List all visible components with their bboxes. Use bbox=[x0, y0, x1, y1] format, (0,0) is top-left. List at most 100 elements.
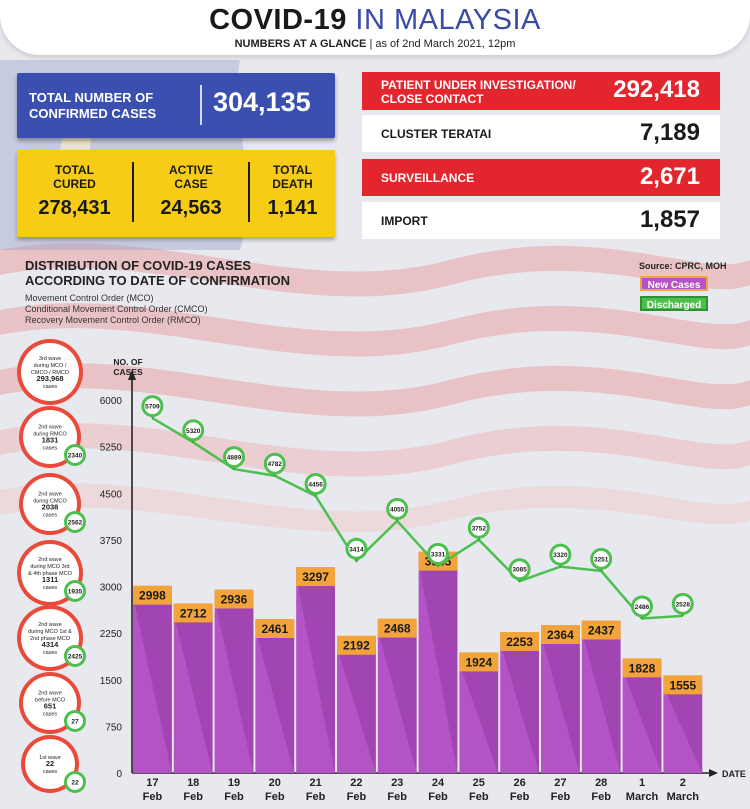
x-tick-label: 18 bbox=[187, 777, 199, 789]
legend-new-cases: New Cases bbox=[640, 276, 708, 291]
wave-text: 1st wave bbox=[39, 755, 61, 761]
bar-value-label: 2461 bbox=[261, 622, 288, 636]
active-label-line-1: ACTIVE bbox=[168, 163, 213, 177]
y-axis-label: NO. OF bbox=[113, 357, 142, 367]
bar-shade bbox=[500, 642, 539, 773]
pui-close-contact-row: PATIENT UNDER INVESTIGATION/ CLOSE CONTA… bbox=[362, 72, 720, 110]
wave-bubble bbox=[21, 544, 79, 602]
total-confirmed-label-line-2: CONFIRMED CASES bbox=[29, 106, 157, 121]
wave-badge bbox=[67, 648, 83, 664]
active-label: ACTIVE CASE bbox=[134, 163, 248, 191]
discharged-value-label: 5320 bbox=[186, 428, 201, 435]
rmco-note: Recovery Movement Control Order (RMCO) bbox=[25, 315, 201, 325]
discharged-marker-inner bbox=[266, 455, 283, 472]
wave-text: during MCO 3rd bbox=[30, 564, 69, 570]
cluster-value: 7,189 bbox=[639, 119, 700, 146]
x-tick-label: 1 bbox=[639, 777, 645, 789]
discharged-marker-inner bbox=[593, 550, 610, 567]
title-main: COVID-19 bbox=[209, 4, 347, 36]
surveillance-label: SURVEILLANCE bbox=[381, 171, 475, 185]
wave-badge bbox=[67, 514, 83, 530]
wave-text: cases bbox=[43, 650, 58, 656]
x-tick-label: 19 bbox=[228, 777, 240, 789]
discharged-value-label: 3251 bbox=[594, 556, 609, 563]
discharged-marker-inner bbox=[511, 561, 528, 578]
wave-badge-label: 27 bbox=[71, 719, 79, 726]
title-accent: IN MALAYSIA bbox=[355, 4, 541, 36]
discharged-marker-inner bbox=[348, 540, 365, 557]
bar-value-label: 1924 bbox=[465, 655, 492, 669]
source-note: Source: CPRC, MOH bbox=[639, 261, 727, 271]
mco-note: Movement Control Order (MCO) bbox=[25, 293, 154, 303]
bar-value-label: 2364 bbox=[547, 628, 574, 642]
bar-shade bbox=[133, 596, 172, 773]
wave-bubble bbox=[21, 343, 79, 401]
x-tick-label: 26 bbox=[513, 777, 525, 789]
x-tick-label: 21 bbox=[309, 777, 321, 789]
line-series: 5709 5320 4889 4782 4456 3414 4055 3331 3752 3085… bbox=[141, 395, 694, 620]
discharged-marker-inner bbox=[674, 595, 691, 612]
discharged-value-label: 3331 bbox=[431, 551, 446, 558]
discharged-marker-inner bbox=[307, 475, 324, 492]
bar-shade bbox=[581, 631, 621, 773]
wave-text: 2nd wave bbox=[38, 557, 62, 563]
divider bbox=[132, 162, 134, 222]
wave-text: 2nd wave bbox=[38, 622, 62, 628]
subtitle-bold: NUMBERS AT A GLANCE bbox=[234, 38, 367, 50]
x-tick-label: Feb bbox=[591, 791, 611, 803]
y-tick-label: 3000 bbox=[100, 583, 123, 594]
wave-bubble bbox=[23, 410, 77, 464]
x-tick-label: March bbox=[626, 791, 659, 803]
wave-badge-label: 22 bbox=[71, 780, 79, 787]
cured-label-line-1: TOTAL bbox=[55, 163, 94, 177]
discharged-marker-inner bbox=[470, 519, 487, 536]
x-tick-label: 2 bbox=[680, 777, 686, 789]
wave-text: during CMCO bbox=[33, 499, 67, 505]
x-tick-label: Feb bbox=[183, 791, 203, 803]
x-tick-label: Feb bbox=[510, 791, 530, 803]
bar-value-label: 2468 bbox=[384, 622, 411, 636]
distribution-title-line-1: DISTRIBUTION OF COVID-19 CASES bbox=[25, 258, 252, 273]
wave-badge-label: 1935 bbox=[68, 589, 83, 596]
page-title: COVID-19 IN MALAYSIA bbox=[0, 4, 750, 37]
wave-text: 1311 bbox=[42, 575, 58, 584]
discharged-marker-inner bbox=[552, 546, 569, 563]
discharged-marker-inner bbox=[185, 422, 202, 439]
cmco-note: Conditional Movement Control Order (CMCO… bbox=[25, 304, 208, 314]
bar-series: 2998271229362461329721922468354519242253… bbox=[133, 551, 703, 773]
bar-label-box bbox=[296, 567, 335, 587]
wave-text: 651 bbox=[44, 702, 57, 711]
wave-badge bbox=[67, 447, 83, 463]
bar-shade bbox=[377, 629, 417, 773]
bar-value-label: 1828 bbox=[629, 661, 656, 675]
surveillance-row: SURVEILLANCE 2,671 bbox=[362, 159, 720, 196]
wave-text: cases bbox=[43, 513, 58, 519]
wave-badge bbox=[67, 774, 83, 790]
wave-text: 2nd wave bbox=[38, 425, 62, 431]
wave-text: 1831 bbox=[42, 436, 59, 445]
bar-value-label: 2998 bbox=[139, 589, 166, 603]
bar-shade bbox=[173, 614, 213, 773]
wave-badge-label: 2425 bbox=[68, 654, 83, 661]
bar-value-label: 2437 bbox=[588, 623, 615, 637]
header-bar: COVID-19 IN MALAYSIA NUMBERS AT A GLANCE… bbox=[0, 0, 750, 55]
discharged-value-label: 3320 bbox=[553, 552, 568, 559]
discharged-marker-inner bbox=[634, 598, 650, 615]
wave-text: 3rd wave bbox=[39, 356, 61, 362]
active-value: 24,563 bbox=[160, 197, 222, 219]
discharged-value-label: 5709 bbox=[145, 404, 160, 411]
wave-badge bbox=[67, 713, 83, 729]
death-label-line-1: TOTAL bbox=[273, 163, 312, 177]
discharged-value-label: 3752 bbox=[472, 525, 487, 532]
legend-discharged: Discharged bbox=[640, 296, 708, 311]
wave-text: & 4th phase MCO bbox=[28, 571, 72, 577]
import-row: IMPORT 1,857 bbox=[362, 202, 720, 239]
x-tick-label: 24 bbox=[432, 777, 445, 789]
x-tick-label: 20 bbox=[269, 777, 281, 789]
y-axis-label: CASES bbox=[113, 367, 143, 377]
bar-label-box bbox=[459, 652, 499, 672]
subtitle-date: | as of 2nd March 2021, 12pm bbox=[369, 38, 516, 50]
y-tick-label: 6000 bbox=[100, 396, 123, 407]
discharged-marker-inner bbox=[430, 545, 446, 562]
